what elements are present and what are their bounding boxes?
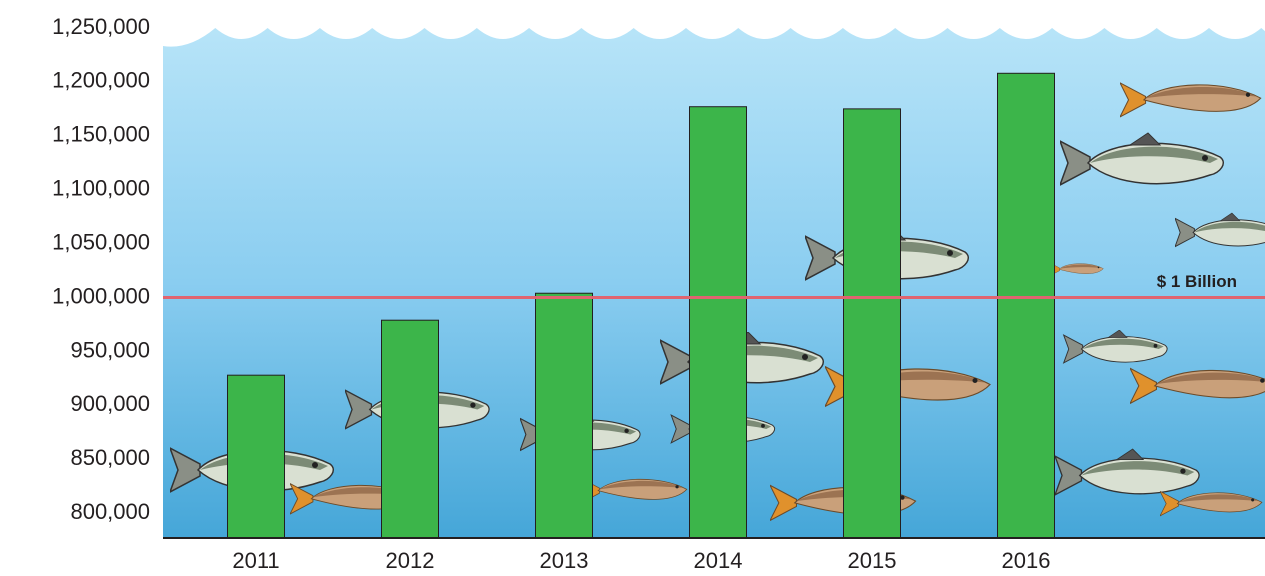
y-tick-label: 1,150,000	[52, 122, 150, 147]
y-tick-label: 1,000,000	[52, 283, 150, 308]
bar	[843, 108, 901, 539]
reference-label: $ 1 Billion	[1157, 272, 1237, 291]
plot-area: 800,000 850,000 900,000 950,000 1,000,000 1,0…	[52, 14, 1265, 573]
y-tick-label: 950,000	[70, 337, 150, 362]
x-tick-label: 2011	[232, 548, 279, 573]
bar	[227, 374, 285, 539]
x-tick-label: 2012	[386, 548, 435, 573]
y-tick-label: 1,100,000	[52, 176, 150, 201]
y-tick-label: 800,000	[70, 499, 150, 524]
bar	[381, 319, 439, 539]
x-tick-label: 2016	[1002, 548, 1051, 573]
y-tick-label: 850,000	[70, 445, 150, 470]
y-tick-label: 900,000	[70, 391, 150, 416]
y-tick-label: 1,250,000	[52, 14, 150, 39]
bar	[689, 106, 747, 539]
bar	[997, 72, 1055, 539]
x-tick-label: 2015	[848, 548, 897, 573]
x-tick-label: 2013	[540, 548, 589, 573]
x-tick-label: 2014	[694, 548, 743, 573]
bar	[535, 292, 593, 539]
y-tick-label: 1,050,000	[52, 229, 150, 254]
y-tick-label: 1,200,000	[52, 68, 150, 93]
